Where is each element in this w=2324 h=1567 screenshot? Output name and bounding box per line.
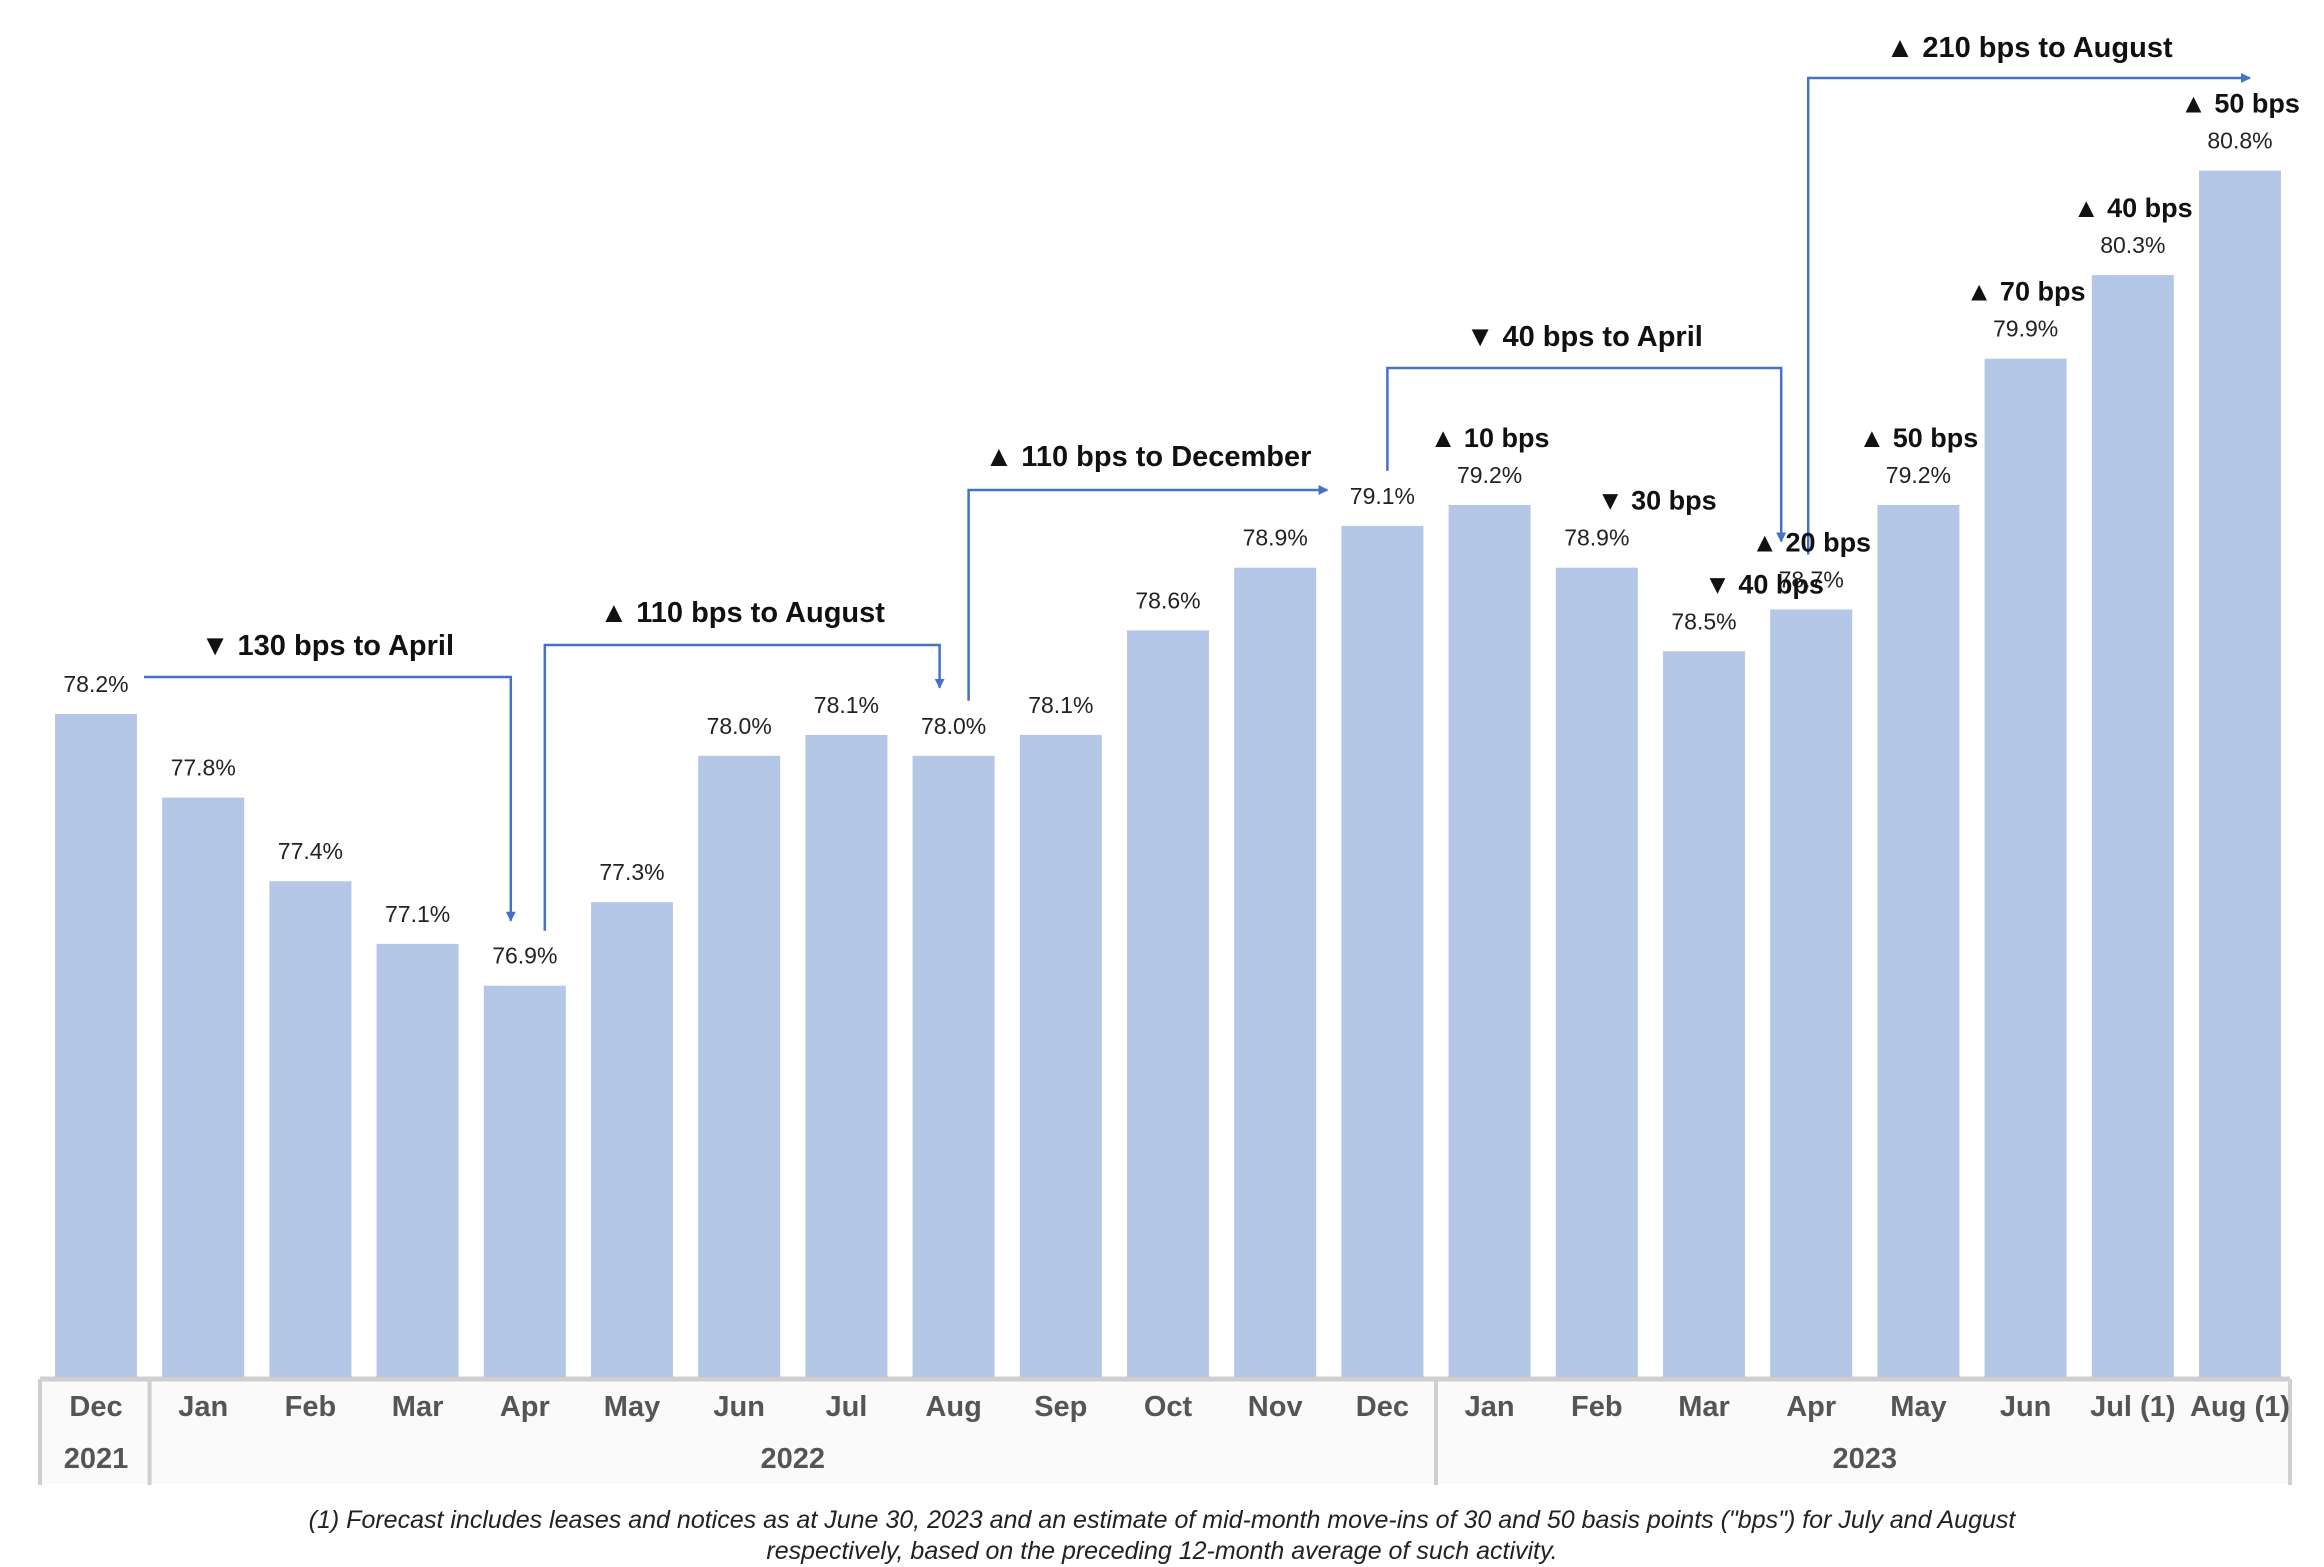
bar-12 [1341, 525, 1424, 1377]
annotation-arrow-3 [1386, 366, 1787, 543]
category-label-13: Jan [1465, 1391, 1515, 1423]
bar-8 [912, 755, 995, 1377]
bar-2 [269, 881, 352, 1377]
year-label-2022: 2022 [761, 1443, 826, 1475]
footnote-line-2: respectively, based on the preceding 12-… [766, 1537, 1558, 1565]
bar-7 [805, 734, 888, 1377]
category-label-4: Apr [500, 1391, 550, 1423]
category-label-12: Dec [1356, 1391, 1409, 1423]
monthly-change-16: ▲ 20 bps [1751, 528, 1871, 558]
annotation-label-3: ▼ 40 bps to April [1466, 321, 1703, 353]
value-label-8: 78.0% [921, 713, 986, 739]
footnote: (1) Forecast includes leases and notices… [0, 1505, 2324, 1567]
category-label-14: Feb [1571, 1391, 1623, 1423]
x-axis: Dec Jan Feb Mar Apr May Jun Jul Aug Sep Oct Nov Dec J… [38, 1376, 2292, 1485]
annotation-label-2: ▲ 110 bps to December [985, 441, 1312, 473]
value-label-15: 78.5% [1671, 608, 1736, 634]
monthly-change-18: ▲ 70 bps [1966, 277, 2086, 307]
annotation-label-1: ▲ 110 bps to August [599, 597, 885, 629]
bar-20 [2199, 170, 2281, 1378]
bar-3 [376, 943, 459, 1377]
annotation-arrow-1 [543, 643, 945, 931]
bar-5 [591, 902, 673, 1377]
value-label-16: 78.7% [1779, 567, 1844, 593]
year-label-2021: 2021 [64, 1443, 129, 1475]
bar-6 [698, 755, 781, 1377]
bar-15 [1663, 651, 1745, 1377]
value-labels: 78.2% 77.8% 77.4% 77.1% 76.9% 77.3% 78.0% 78.1%… [63, 89, 2299, 969]
value-label-19: 80.3% [2100, 232, 2165, 258]
category-label-8: Aug [925, 1391, 981, 1423]
monthly-change-17: ▲ 50 bps [1859, 423, 1979, 453]
bar-18 [1984, 358, 2067, 1377]
category-label-17: May [1890, 1391, 1946, 1423]
value-label-5: 77.3% [599, 859, 664, 885]
bar-10 [1127, 630, 1209, 1377]
bar-1 [162, 797, 245, 1377]
period-annotations: ▼ 130 bps to April ▲ 110 bps to August ▲ 1… [144, 32, 2251, 931]
category-label-15: Mar [1678, 1391, 1730, 1423]
category-label-6: Jun [713, 1391, 765, 1423]
category-label-20: Aug (1) [2190, 1391, 2290, 1423]
footnote-line-1: (1) Forecast includes leases and notices… [308, 1506, 2016, 1534]
value-label-12: 79.1% [1350, 483, 1415, 509]
category-label-10: Oct [1144, 1391, 1193, 1423]
annotation-label-4: ▲ 210 bps to August [1886, 32, 2173, 64]
value-label-20: 80.8% [2207, 128, 2272, 154]
value-label-3: 77.1% [385, 901, 450, 927]
bar-9 [1019, 734, 1102, 1377]
category-label-16: Apr [1786, 1391, 1836, 1423]
category-label-9: Sep [1034, 1391, 1087, 1423]
category-label-19: Jul (1) [2090, 1391, 2175, 1423]
category-label-11: Nov [1248, 1391, 1303, 1423]
occupancy-bar-chart: Dec Jan Feb Mar Apr May Jun Jul Aug Sep Oct Nov Dec J… [38, 32, 2300, 1485]
value-label-6: 78.0% [707, 713, 772, 739]
bar-11 [1234, 567, 1317, 1377]
bar-13 [1448, 505, 1531, 1377]
bar-0 [55, 714, 137, 1377]
year-label-2023: 2023 [1833, 1443, 1898, 1475]
monthly-change-14: ▼ 30 bps [1597, 486, 1717, 516]
monthly-change-20: ▲ 50 bps [2180, 89, 2300, 119]
bar-4 [483, 985, 566, 1377]
bar-14 [1555, 567, 1638, 1377]
annotation-arrow-4 [1806, 73, 2251, 555]
annotation-label-0: ▼ 130 bps to April [201, 630, 454, 662]
category-label-7: Jul [825, 1391, 867, 1423]
value-label-10: 78.6% [1135, 587, 1200, 613]
category-label-5: May [604, 1391, 660, 1423]
value-label-9: 78.1% [1028, 692, 1093, 718]
value-label-14: 78.9% [1564, 525, 1629, 551]
monthly-change-13: ▲ 10 bps [1430, 423, 1550, 453]
value-label-4: 76.9% [492, 943, 557, 969]
bar-17 [1877, 505, 1960, 1377]
annotation-arrow-2 [967, 485, 1329, 701]
annotation-arrow-0 [144, 675, 516, 922]
category-label-2: Feb [285, 1391, 337, 1423]
value-label-7: 78.1% [814, 692, 879, 718]
monthly-change-19: ▲ 40 bps [2073, 193, 2193, 223]
value-label-1: 77.8% [171, 755, 236, 781]
category-label-18: Jun [2000, 1391, 2052, 1423]
category-label-0: Dec [69, 1391, 122, 1423]
bar-16 [1770, 609, 1853, 1377]
category-label-3: Mar [392, 1391, 444, 1423]
value-label-13: 79.2% [1457, 462, 1522, 488]
category-label-1: Jan [178, 1391, 228, 1423]
value-label-0: 78.2% [63, 671, 128, 697]
axis-band [40, 1379, 2290, 1484]
bars [55, 170, 2281, 1378]
value-label-11: 78.9% [1243, 525, 1308, 551]
monthly-change-15: ▼ 40 bps [1704, 569, 1824, 599]
bar-19 [2091, 275, 2174, 1378]
value-label-18: 79.9% [1993, 316, 2058, 342]
value-label-2: 77.4% [278, 838, 343, 864]
value-label-17: 79.2% [1886, 462, 1951, 488]
